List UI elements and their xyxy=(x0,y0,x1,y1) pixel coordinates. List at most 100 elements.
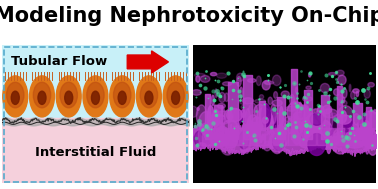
Ellipse shape xyxy=(362,121,370,134)
Ellipse shape xyxy=(274,117,278,132)
Ellipse shape xyxy=(189,106,198,117)
Ellipse shape xyxy=(118,91,126,104)
Ellipse shape xyxy=(273,133,284,151)
Ellipse shape xyxy=(211,134,229,147)
Ellipse shape xyxy=(349,84,351,92)
Ellipse shape xyxy=(323,109,338,118)
Ellipse shape xyxy=(342,97,345,103)
Ellipse shape xyxy=(370,110,378,132)
Ellipse shape xyxy=(256,108,272,131)
Ellipse shape xyxy=(241,105,250,110)
Ellipse shape xyxy=(247,115,259,138)
Ellipse shape xyxy=(245,108,251,133)
Ellipse shape xyxy=(294,132,301,144)
Ellipse shape xyxy=(223,132,237,148)
Ellipse shape xyxy=(356,91,359,97)
Ellipse shape xyxy=(6,82,24,108)
Ellipse shape xyxy=(192,90,201,95)
Ellipse shape xyxy=(317,106,324,121)
Ellipse shape xyxy=(321,83,330,93)
Ellipse shape xyxy=(296,118,314,130)
Ellipse shape xyxy=(299,122,307,129)
Ellipse shape xyxy=(240,111,245,120)
Ellipse shape xyxy=(293,112,306,119)
Ellipse shape xyxy=(221,106,225,129)
Ellipse shape xyxy=(87,82,104,108)
Ellipse shape xyxy=(253,122,259,137)
Ellipse shape xyxy=(196,143,206,148)
Ellipse shape xyxy=(288,118,292,128)
Ellipse shape xyxy=(197,105,207,126)
Ellipse shape xyxy=(145,91,153,104)
Ellipse shape xyxy=(262,117,268,123)
Ellipse shape xyxy=(308,116,315,128)
Ellipse shape xyxy=(223,82,232,86)
Ellipse shape xyxy=(325,108,333,131)
Ellipse shape xyxy=(201,129,207,136)
Ellipse shape xyxy=(264,81,274,84)
Ellipse shape xyxy=(341,111,347,123)
Ellipse shape xyxy=(248,79,256,82)
Ellipse shape xyxy=(327,135,331,153)
Ellipse shape xyxy=(310,116,313,139)
Ellipse shape xyxy=(223,120,238,134)
Ellipse shape xyxy=(237,77,241,87)
Ellipse shape xyxy=(212,109,219,127)
Ellipse shape xyxy=(308,134,325,156)
Ellipse shape xyxy=(270,109,277,125)
Ellipse shape xyxy=(56,76,81,117)
Ellipse shape xyxy=(197,107,199,110)
Ellipse shape xyxy=(262,81,270,90)
Ellipse shape xyxy=(320,111,325,125)
Ellipse shape xyxy=(333,114,347,122)
Ellipse shape xyxy=(294,115,299,126)
Ellipse shape xyxy=(246,133,263,144)
Ellipse shape xyxy=(270,104,276,124)
Ellipse shape xyxy=(281,91,289,98)
Ellipse shape xyxy=(246,120,252,134)
Ellipse shape xyxy=(11,91,19,104)
Ellipse shape xyxy=(215,111,232,124)
Ellipse shape xyxy=(227,108,242,122)
Ellipse shape xyxy=(274,92,277,98)
Ellipse shape xyxy=(210,114,225,121)
Ellipse shape xyxy=(211,121,224,131)
Ellipse shape xyxy=(224,93,229,101)
Ellipse shape xyxy=(336,95,342,100)
Ellipse shape xyxy=(302,105,310,129)
Ellipse shape xyxy=(248,103,258,126)
Ellipse shape xyxy=(285,106,296,111)
Ellipse shape xyxy=(140,82,158,108)
Ellipse shape xyxy=(273,100,282,106)
Ellipse shape xyxy=(240,110,248,122)
Ellipse shape xyxy=(262,104,270,127)
Ellipse shape xyxy=(110,76,135,117)
Bar xyxy=(2,45,189,119)
Ellipse shape xyxy=(212,126,222,134)
Ellipse shape xyxy=(368,137,378,155)
Ellipse shape xyxy=(368,83,374,87)
Ellipse shape xyxy=(340,123,357,132)
Ellipse shape xyxy=(322,105,332,114)
FancyArrow shape xyxy=(127,51,169,73)
Ellipse shape xyxy=(301,120,309,135)
Ellipse shape xyxy=(246,124,253,140)
Ellipse shape xyxy=(336,70,344,76)
Ellipse shape xyxy=(363,111,378,131)
Ellipse shape xyxy=(338,125,348,137)
Ellipse shape xyxy=(225,110,232,122)
Ellipse shape xyxy=(263,141,271,151)
Ellipse shape xyxy=(333,89,339,95)
Ellipse shape xyxy=(338,115,351,124)
Text: Tubular Flow: Tubular Flow xyxy=(11,55,107,68)
Ellipse shape xyxy=(358,118,365,125)
Ellipse shape xyxy=(60,82,77,108)
Ellipse shape xyxy=(265,80,271,85)
Ellipse shape xyxy=(195,73,205,77)
Ellipse shape xyxy=(311,120,318,128)
Ellipse shape xyxy=(353,89,359,93)
Ellipse shape xyxy=(3,76,28,117)
Ellipse shape xyxy=(198,112,215,135)
Ellipse shape xyxy=(351,91,355,99)
Ellipse shape xyxy=(267,114,273,133)
